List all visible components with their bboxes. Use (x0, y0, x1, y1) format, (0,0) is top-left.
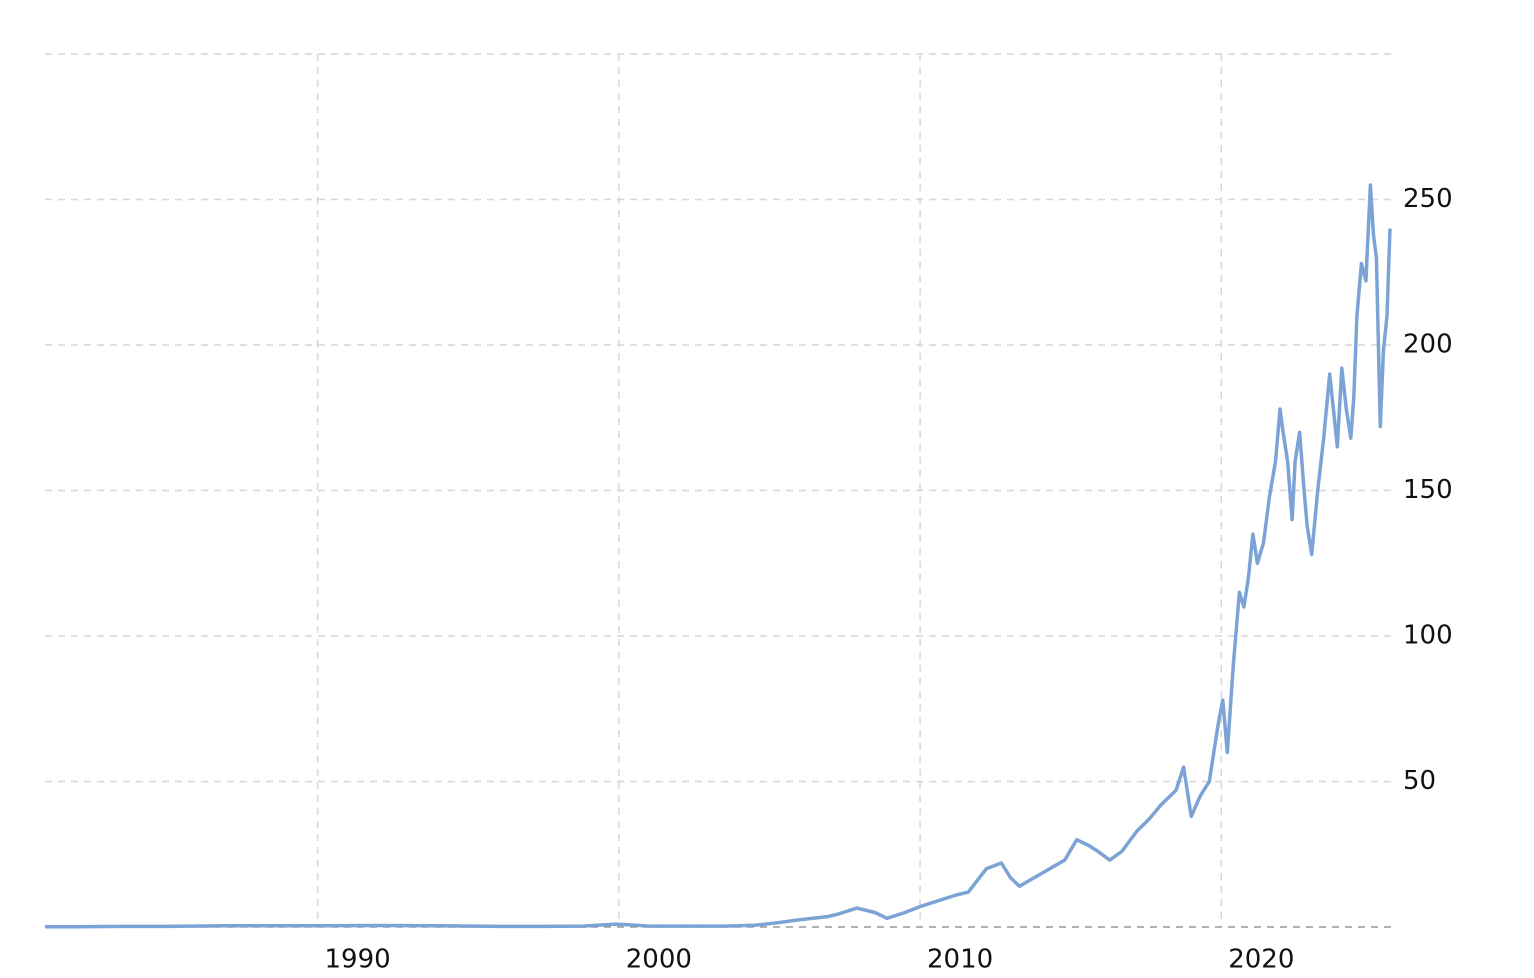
y-tick-label: 250 (1403, 184, 1453, 214)
price-line (45, 183, 1392, 929)
x-tick-label: 1990 (325, 945, 391, 975)
y-tick-label: 200 (1403, 330, 1453, 360)
y-tick-label: 150 (1403, 475, 1453, 505)
x-tick-label: 2000 (626, 945, 692, 975)
x-tick-label: 2020 (1228, 945, 1294, 975)
y-tick-label: 50 (1403, 766, 1436, 796)
x-tick-label: 2010 (927, 945, 993, 975)
y-tick-label: 100 (1403, 621, 1453, 651)
